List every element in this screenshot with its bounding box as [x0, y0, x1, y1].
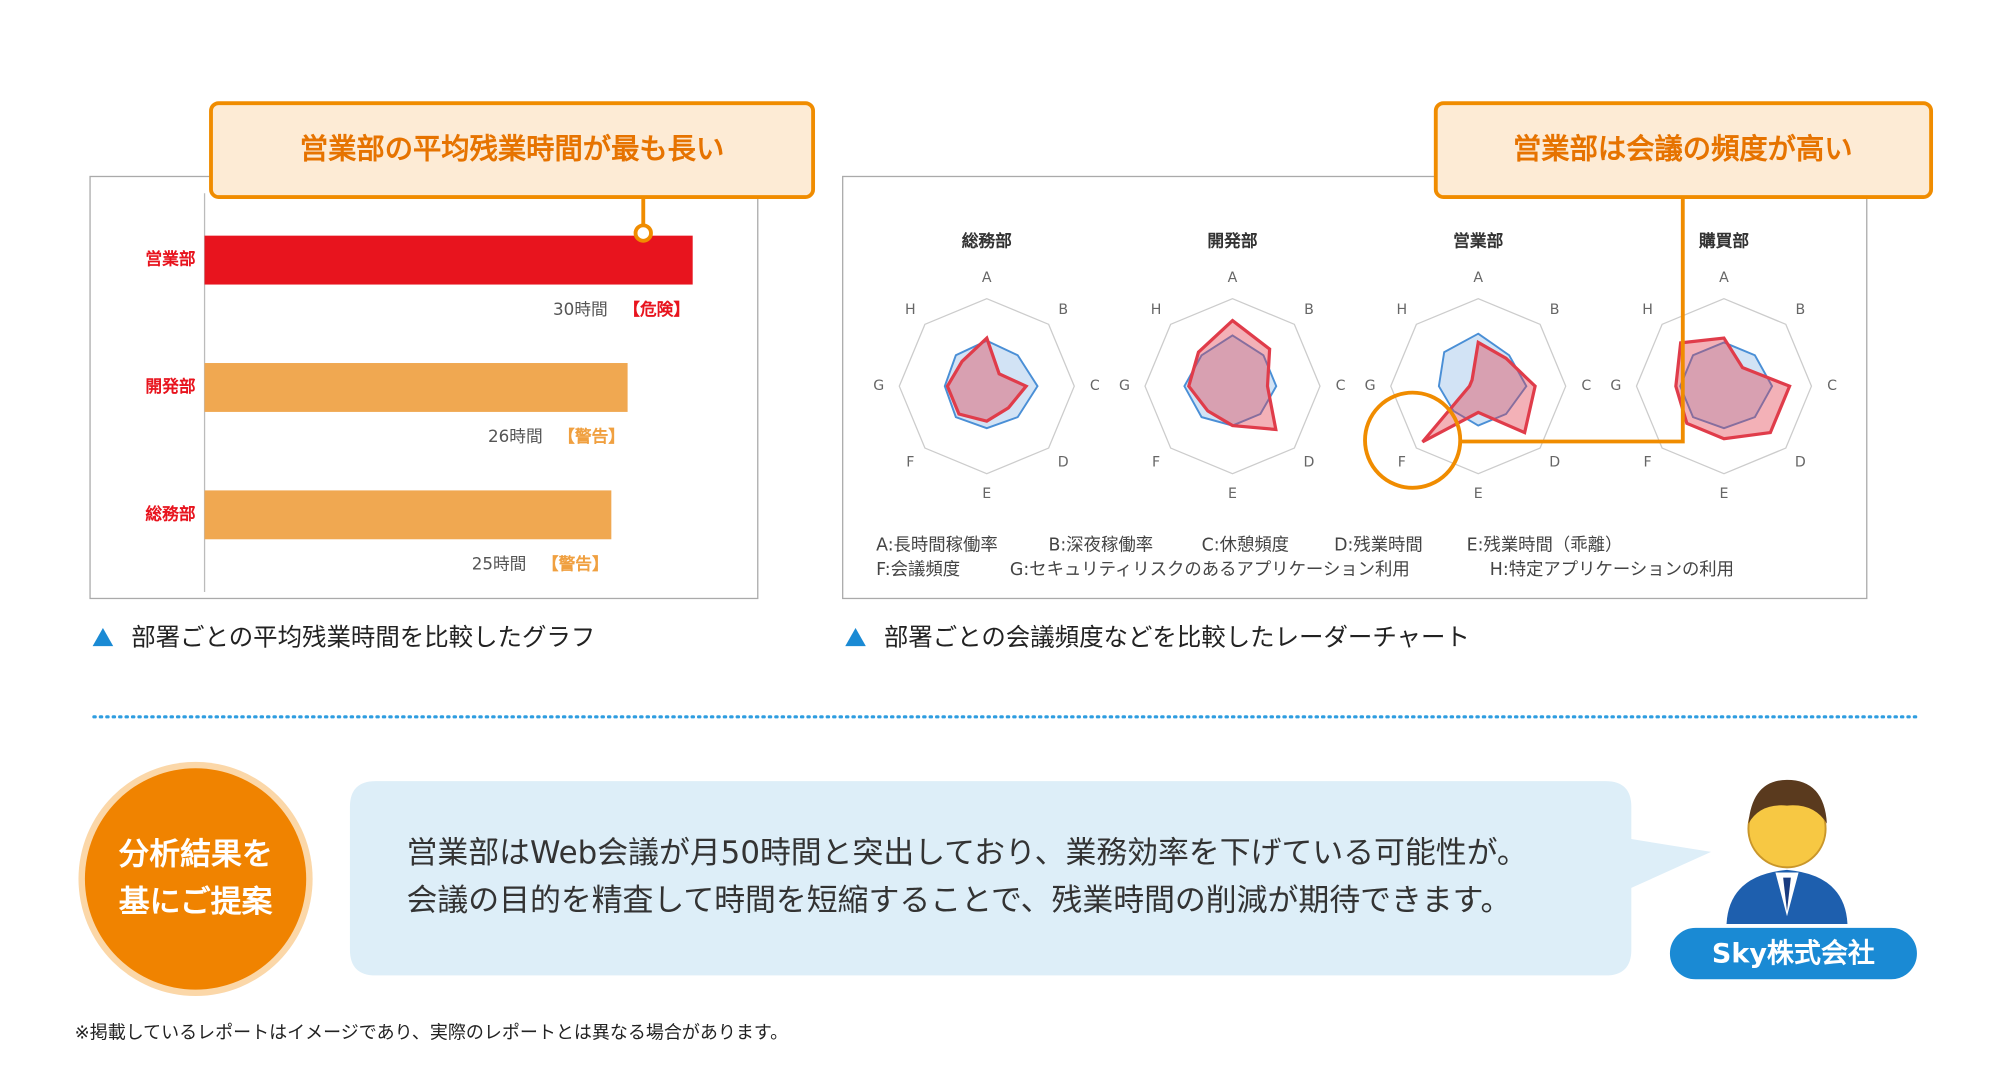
legend-item: G:セキュリティリスクのあるアプリケーション利用	[1010, 560, 1410, 580]
footnote: ※掲載しているレポートはイメージであり、実際のレポートとは異なる場合があります。	[75, 1022, 788, 1043]
callout-box	[209, 101, 816, 199]
radar-axis-label: D	[1058, 455, 1069, 471]
radar-axis-label: E	[1228, 486, 1237, 502]
radar-axis-label: G	[1365, 378, 1376, 394]
radar-frame	[1635, 298, 1813, 475]
bar	[204, 363, 628, 412]
radar-series	[1186, 318, 1278, 432]
callout-box	[1433, 101, 1934, 199]
callout-text: 営業部の平均残業時間が最も長い	[300, 133, 724, 166]
category-label: 開発部	[145, 376, 195, 396]
radar-frame	[1390, 298, 1567, 475]
radar-axis-label: B	[1304, 302, 1314, 318]
radar-axis-label: H	[1642, 302, 1653, 318]
bar	[204, 235, 693, 285]
radar-axis-label: B	[1796, 302, 1806, 318]
callout-connector	[1461, 197, 1685, 444]
radar-axis-label: B	[1058, 302, 1068, 318]
radar-series	[943, 339, 1039, 430]
radar-title: 営業部	[1453, 231, 1503, 251]
radar-charts: 総務部 A B C D E F G H 開発部 A B C D E F G H 営業部 A B C D E F G H 購買部 A B C D…	[873, 231, 1837, 503]
radar-series	[1421, 339, 1537, 444]
radar-axis-label: A	[1228, 270, 1238, 286]
radar-axis-label: B	[1550, 302, 1560, 318]
company-badge	[1667, 925, 1920, 982]
value-label: 30時間	[553, 299, 608, 319]
radar-frame	[1144, 298, 1321, 475]
legend-item: C:休憩頻度	[1202, 536, 1289, 556]
radar-axis-label: C	[1827, 378, 1837, 394]
radar-axis-label: A	[1719, 270, 1729, 286]
radar-panel	[842, 175, 1868, 600]
category-label: 総務部	[145, 503, 195, 523]
caption: 部署ごとの平均残業時間を比較したグラフ	[131, 622, 595, 651]
legend-item: H:特定アプリケーションの利用	[1490, 560, 1734, 580]
bar	[204, 490, 612, 540]
radar-legend: A:長時間稼働率 B:深夜稼働率 C:休憩頻度 D:残業時間 E:残業時間（乖離…	[876, 536, 1734, 580]
company-name: Sky株式会社	[1712, 937, 1875, 969]
message-line: 営業部はWeb会議が月50時間と突出しており、業務効率を下げている可能性が。	[407, 835, 1528, 871]
radar-frame	[898, 298, 1075, 475]
radar-axis-label: F	[906, 455, 914, 471]
legend-item: E:残業時間（乖離）	[1467, 536, 1623, 556]
message-line: 会議の目的を精査して時間を短縮することで、残業時間の削減が期待できます。	[407, 883, 1512, 919]
radar-axis-label: E	[1719, 486, 1728, 502]
caption-marker	[845, 628, 866, 647]
radar-axis-label: D	[1303, 455, 1314, 471]
radar-axis-label: G	[1610, 378, 1621, 394]
radar-axis-label: A	[1473, 270, 1483, 286]
radar-axis-label: E	[1474, 486, 1483, 502]
radar-series	[945, 335, 1029, 423]
speech-bubble	[349, 781, 1712, 976]
radar-axis-label: F	[1643, 455, 1651, 471]
callout-text: 営業部は会議の頻度が高い	[1513, 133, 1853, 166]
radar-axis-label: H	[1396, 302, 1407, 318]
radar-axis-label: C	[1090, 378, 1100, 394]
radar-axis-label: A	[982, 270, 992, 286]
radar-axis-label: D	[1549, 455, 1560, 471]
radar-axis-label: F	[1398, 455, 1406, 471]
radar-title: 開発部	[1207, 231, 1257, 251]
radar-title: 購買部	[1699, 231, 1749, 251]
radar-axis-label: G	[873, 378, 884, 394]
radar-axis-label: D	[1795, 455, 1806, 471]
person-icon	[1726, 779, 1848, 924]
badge	[84, 768, 307, 990]
radar-axis-label: C	[1336, 378, 1346, 394]
highlight-circle	[1363, 390, 1463, 490]
caption-marker	[92, 628, 114, 647]
radar-axis-label: H	[1151, 302, 1162, 318]
status-label: 【危険】	[623, 299, 690, 319]
radar-axis-label: C	[1581, 378, 1591, 394]
radar-title: 総務部	[962, 231, 1012, 251]
status-label: 【警告】	[542, 554, 609, 574]
value-label: 26時間	[488, 426, 543, 446]
legend-item: B:深夜稼働率	[1049, 536, 1154, 556]
callout-dot	[633, 223, 653, 243]
badge-text: 分析結果を	[118, 836, 272, 872]
radar-axis-label: F	[1152, 455, 1160, 471]
radar-axis-label: E	[982, 486, 991, 502]
caption: 部署ごとの会議頻度などを比較したレーダーチャート	[884, 622, 1470, 651]
category-label: 営業部	[145, 249, 195, 269]
legend-item: F:会議頻度	[876, 560, 960, 580]
legend-item: A:長時間稼働率	[876, 536, 998, 556]
radar-series	[1674, 336, 1792, 441]
radar-axis-label: H	[905, 302, 916, 318]
radar-series	[1679, 341, 1774, 430]
radar-axis-label: G	[1119, 378, 1130, 394]
status-label: 【警告】	[558, 426, 625, 446]
badge-text: 基にご提案	[119, 884, 274, 920]
value-label: 25時間	[472, 554, 527, 574]
legend-item: D:残業時間	[1334, 536, 1423, 556]
